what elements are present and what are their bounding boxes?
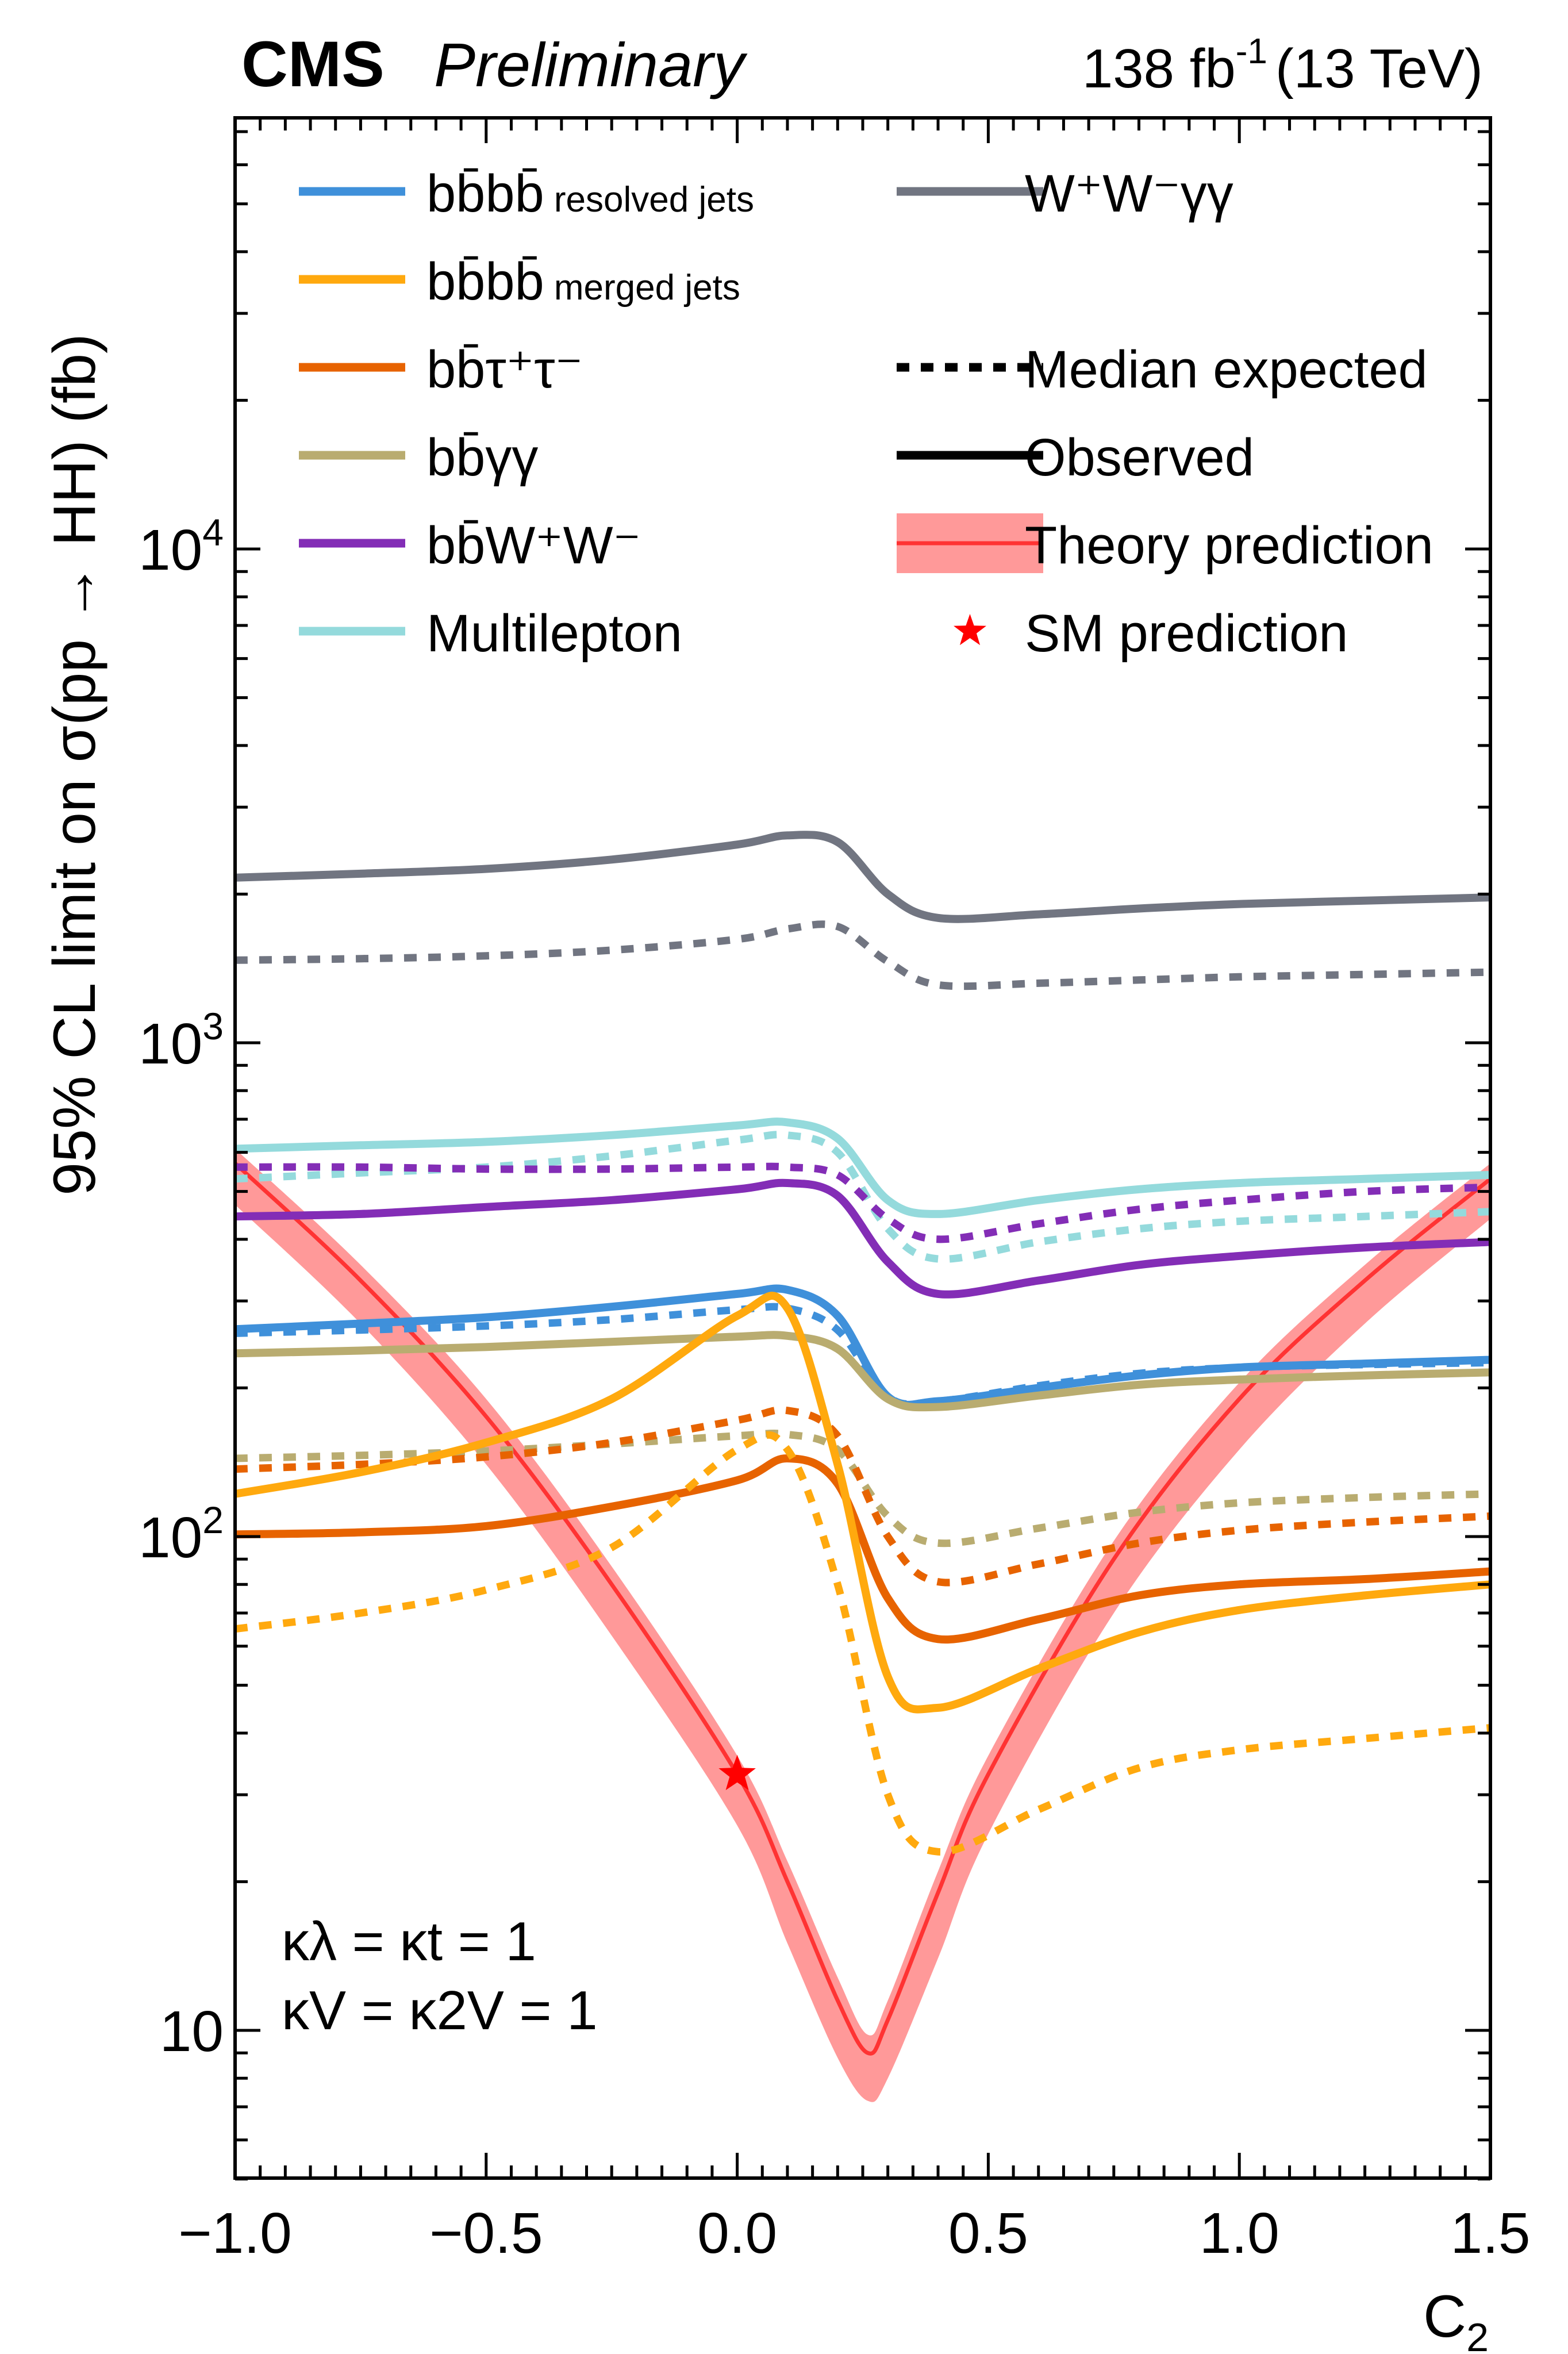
legend-label-bbww: bb̄W⁺W⁻ [426,516,641,575]
x-axis-label-sub: 2 [1466,2315,1489,2354]
legend-label-text: bb̄γγ [426,428,538,487]
y-tick-base: 10 [139,1012,202,1076]
series-line-w-w-observed [235,831,1490,923]
kappa-annotation-2: κV = κ2V = 1 [282,1980,598,2041]
plot-frame [233,116,1492,2180]
legend-item-multilepton: Multilepton [299,604,682,663]
x-tick-label: −0.5 [429,2201,543,2265]
x-tick-label: −1.0 [178,2201,291,2265]
series-line-bbww-observed [235,1178,1490,1299]
legend-item-observed: Observed [897,428,1254,487]
kappa-annotation-1: κλ = κt = 1 [282,1911,536,1972]
preliminary-label: Preliminary [434,30,748,99]
legend-item-bbgg: bb̄γγ [299,428,538,487]
lumi-value: 138 fb [1082,38,1236,99]
legend-label-text: bb̄W⁺W⁻ [426,516,641,575]
y-tick-label: 102 [139,1499,224,1570]
legend-label-text: bb̄bb̄ [426,164,544,223]
legend-item-theory: Theory prediction [897,513,1434,575]
legend-label-text: bb̄τ⁺τ⁻ [426,340,583,399]
lumi-label: 138 fb-1 (13 TeV) [1082,32,1483,99]
x-axis-label: C2 [1423,2283,1489,2354]
x-tick-label: 0.5 [948,2201,1028,2265]
legend-item-bbtautau: bb̄τ⁺τ⁻ [299,340,583,399]
legend-label-text: SM prediction [1025,604,1348,663]
series-layer [235,831,1490,1856]
legend-label-multilepton: Multilepton [426,604,682,663]
cms-label: CMS [241,28,385,100]
series-line-bbww-expected [235,1162,1490,1243]
legend-label-text: W⁺W⁻γγ [1025,164,1233,223]
sm-prediction-star [718,1754,756,1791]
x-axis-label-main: C [1423,2283,1466,2350]
series-line-bbbb-resolved-expected [235,1303,1490,1408]
y-tick-exponent: 3 [202,1005,224,1047]
series-line-bb-observed [235,1331,1490,1412]
energy-value: (13 TeV) [1275,38,1483,99]
legend-label-bbbb_resolved: bb̄bb̄ resolved jets [426,164,754,223]
legend-item-wwgg: W⁺W⁻γγ [897,164,1233,223]
y-tick-label: 10 [160,1999,224,2064]
series-line-w-w-expected [235,920,1490,990]
marker-layer [718,1754,756,1791]
legend-label-observed: Observed [1025,428,1254,487]
legend-label-text: Observed [1025,428,1254,487]
x-tick-label: 0.0 [697,2201,777,2265]
series-line-bb-expected [235,1406,1490,1587]
legend-label-expected: Median expected [1025,340,1428,399]
ticks-layer [233,118,1492,2181]
legend-label-subtext: merged jets [544,268,740,308]
y-tick-label: 104 [139,511,224,582]
legend-label-wwgg: W⁺W⁻γγ [1025,164,1233,223]
legend-label-text: Multilepton [426,604,682,663]
y-tick-exponent: 2 [202,1499,224,1541]
x-tick-label: 1.5 [1450,2201,1530,2265]
legend-label-text: Theory prediction [1025,516,1434,575]
y-tick-base: 10 [139,1506,202,1570]
legend-label-subtext: resolved jets [544,180,754,220]
legend-label-bbgg: bb̄γγ [426,428,538,487]
legend-label-sm: SM prediction [1025,604,1348,663]
series-line-bbbb-merged-observed [235,1292,1490,1714]
legend-item-sm: SM prediction [954,604,1348,663]
legend-item-bbbb_merged: bb̄bb̄ merged jets [299,252,740,311]
legend-item-bbww: bb̄W⁺W⁻ [299,516,641,575]
y-tick-base: 10 [139,518,202,582]
legend-label-text: Median expected [1025,340,1428,399]
y-axis-label: 95% CL limit on σ(pp → HH) (fb) [41,333,108,1195]
legend-item-bbbb_resolved: bb̄bb̄ resolved jets [299,164,754,223]
legend-label-bbtautau: bb̄τ⁺τ⁻ [426,340,583,399]
series-line-multilepton-observed [235,1118,1490,1218]
legend-label-bbbb_merged: bb̄bb̄ merged jets [426,252,740,311]
y-tick-exponent: 4 [202,511,224,554]
lumi-exponent: -1 [1236,32,1267,71]
legend-label-text: bb̄bb̄ [426,252,544,311]
legend-item-expected: Median expected [897,340,1428,399]
legend-swatch-star [954,614,986,646]
series-line-bb-observed [235,1454,1490,1644]
legend-label-theory: Theory prediction [1025,516,1434,575]
y-tick-label: 103 [139,1005,224,1076]
x-tick-label: 1.0 [1200,2201,1279,2265]
series-line-bbbb-merged-expected [235,1431,1490,1856]
